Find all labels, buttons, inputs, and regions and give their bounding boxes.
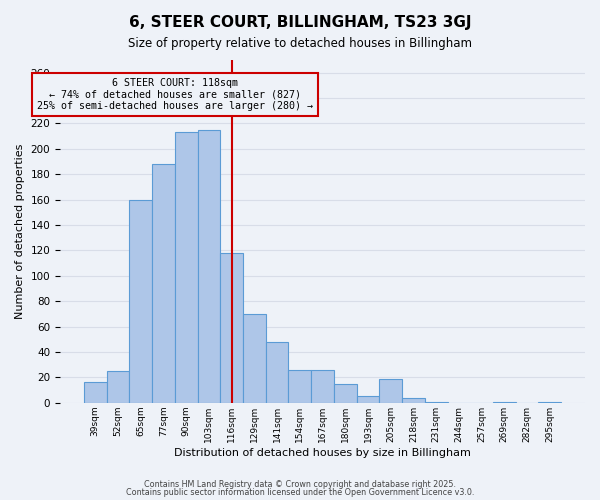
Bar	[243, 314, 266, 403]
Bar	[334, 384, 356, 403]
Text: 6 STEER COURT: 118sqm
← 74% of detached houses are smaller (827)
25% of semi-det: 6 STEER COURT: 118sqm ← 74% of detached …	[37, 78, 313, 111]
Bar	[311, 370, 334, 403]
Bar	[289, 370, 311, 403]
Y-axis label: Number of detached properties: Number of detached properties	[15, 144, 25, 319]
Bar	[266, 342, 289, 403]
Bar	[402, 398, 425, 403]
Bar	[130, 200, 152, 403]
X-axis label: Distribution of detached houses by size in Billingham: Distribution of detached houses by size …	[174, 448, 471, 458]
Bar	[356, 396, 379, 403]
Bar	[107, 371, 130, 403]
Bar	[379, 378, 402, 403]
Bar	[538, 402, 561, 403]
Text: Size of property relative to detached houses in Billingham: Size of property relative to detached ho…	[128, 38, 472, 51]
Text: 6, STEER COURT, BILLINGHAM, TS23 3GJ: 6, STEER COURT, BILLINGHAM, TS23 3GJ	[129, 15, 471, 30]
Text: Contains HM Land Registry data © Crown copyright and database right 2025.: Contains HM Land Registry data © Crown c…	[144, 480, 456, 489]
Bar	[175, 132, 197, 403]
Bar	[152, 164, 175, 403]
Bar	[493, 402, 515, 403]
Bar	[197, 130, 220, 403]
Bar	[220, 253, 243, 403]
Bar	[84, 382, 107, 403]
Bar	[425, 402, 448, 403]
Text: Contains public sector information licensed under the Open Government Licence v3: Contains public sector information licen…	[126, 488, 474, 497]
